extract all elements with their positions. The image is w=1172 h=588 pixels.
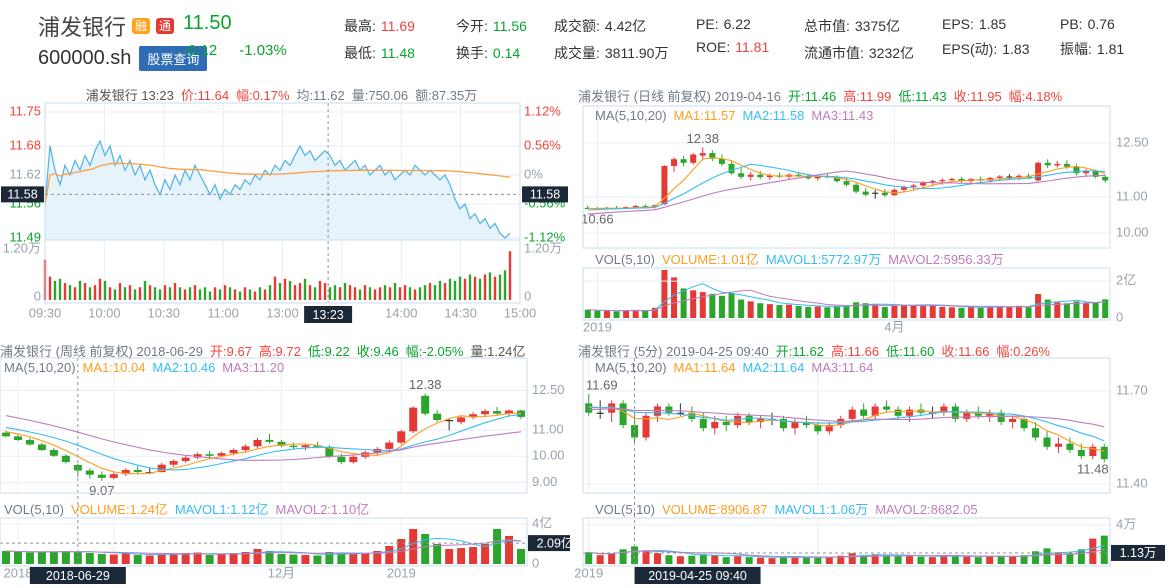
svg-text:4月: 4月	[884, 319, 904, 334]
svg-text:9.07: 9.07	[89, 483, 114, 498]
min5-ma-row: MA(5,10,20) MA1:11.64 MA2:11.64 MA3:11.64	[595, 360, 874, 375]
quote-header: 浦发银行 融 通 600000.sh 股票查询 11.50 -0.12 -1.0…	[0, 0, 1172, 84]
margin-trading-badge[interactable]: 融	[132, 18, 151, 34]
stat-amount: 成交额: 4.42亿	[554, 18, 647, 34]
min5-kline-panel: 浦发银行 (5分) 2019-04-25 09:40 开:11.62 高:11.66…	[575, 338, 1172, 588]
svg-text:10:00: 10:00	[88, 305, 121, 320]
svg-text:2019: 2019	[387, 565, 416, 580]
svg-text:11.75: 11.75	[9, 103, 41, 118]
svg-text:2019: 2019	[583, 319, 612, 334]
stat-pb: PB: 0.76	[1060, 16, 1115, 32]
stat-float-cap: 流通市值: 3232亿	[804, 45, 915, 61]
svg-text:2亿: 2亿	[1116, 273, 1136, 288]
stat-open: 今开: 11.56	[456, 18, 527, 34]
svg-text:12月: 12月	[268, 565, 295, 580]
stock-name: 浦发银行	[38, 15, 127, 40]
daily-vol-row: VOL(5,10) VOLUME:1.01亿 MAVOL1:5772.97万 MAVO…	[595, 252, 1004, 267]
weekly-chart-title: 浦发银行 (周线 前复权) 2018-06-29 开:9.67 高:9.72 低:9.…	[0, 344, 526, 359]
stat-pe: PE: 6.22	[696, 16, 751, 32]
svg-text:10.00: 10.00	[532, 448, 565, 463]
svg-text:2019: 2019	[575, 565, 603, 580]
stat-volume: 成交量: 3811.90万	[554, 45, 669, 61]
svg-text:0.56%: 0.56%	[524, 137, 561, 152]
intraday-chart-title: 浦发银行 13:23 价:11.64 幅:0.17% 均:11.62 量:750.06 额…	[85, 88, 478, 103]
min5-plot[interactable]: 2019 11.70 11.40 4万 11.69 11.48 1.13万 2019-04-2…	[575, 338, 1172, 588]
daily-ma-row: MA(5,10,20) MA1:11.57 MA2:11.58 MA3:11.43	[595, 108, 874, 123]
svg-text:0: 0	[34, 288, 41, 303]
svg-text:0: 0	[532, 555, 539, 570]
stat-eps: EPS: 1.85	[942, 16, 1007, 32]
svg-text:09:30: 09:30	[29, 305, 62, 320]
svg-text:11.68: 11.68	[9, 137, 41, 152]
stat-eps-dynamic: EPS(动): 1.83	[942, 41, 1030, 57]
svg-text:13:00: 13:00	[266, 305, 299, 320]
svg-text:4万: 4万	[1116, 516, 1136, 531]
svg-text:0: 0	[524, 288, 531, 303]
svg-text:10.00: 10.00	[1116, 224, 1149, 239]
svg-text:2.09亿: 2.09亿	[537, 535, 570, 550]
svg-text:14:30: 14:30	[444, 305, 477, 320]
svg-text:11:00: 11:00	[207, 305, 239, 320]
min5-chart-title: 浦发银行 (5分) 2019-04-25 09:40 开:11.62 高:11.66…	[578, 344, 1050, 359]
svg-text:15:00: 15:00	[504, 305, 537, 320]
stat-amplitude: 振幅: 1.81	[1060, 41, 1125, 57]
svg-text:11.58: 11.58	[530, 188, 560, 202]
stat-high: 最高: 11.69	[344, 18, 415, 34]
svg-text:1.20万: 1.20万	[3, 241, 41, 256]
svg-text:2018-06-29: 2018-06-29	[46, 569, 110, 583]
price-change-pct: -1.03%	[239, 42, 287, 59]
svg-text:12.50: 12.50	[532, 382, 565, 397]
header-stats: 最高: 11.69 最低: 11.48 今开: 11.56 换手: 0.14 成交额: 4…	[344, 16, 1160, 63]
svg-text:14:00: 14:00	[385, 305, 418, 320]
stat-roe: ROE: 11.81	[696, 39, 770, 55]
svg-text:4亿: 4亿	[532, 515, 552, 530]
stock-search-button[interactable]: 股票查询	[139, 46, 208, 71]
weekly-ma-row: MA(5,10,20) MA1:10.04 MA2:10.46 MA3:11.20	[4, 360, 285, 375]
svg-text:10:30: 10:30	[147, 305, 180, 320]
svg-text:11.70: 11.70	[1116, 382, 1148, 397]
svg-text:11.58: 11.58	[7, 188, 37, 202]
stat-market-cap: 总市值: 3375亿	[804, 18, 901, 34]
daily-kline-panel: 浦发银行 (日线 前复权) 2019-04-16 开:11.46 高:11.99 低:…	[575, 85, 1172, 335]
svg-text:11.40: 11.40	[1116, 475, 1148, 490]
daily-plot[interactable]: 2019 4月 12.50 11.00 10.00 2亿 0 12.38 10.66	[575, 85, 1172, 335]
price-block: 11.50 -0.12 -1.03%	[183, 12, 287, 59]
stat-low: 最低: 11.48	[344, 45, 415, 61]
svg-text:1.20万: 1.20万	[524, 241, 562, 256]
svg-text:10.66: 10.66	[581, 212, 614, 227]
svg-text:1.13万: 1.13万	[1120, 546, 1157, 560]
svg-text:1.12%: 1.12%	[524, 103, 561, 118]
svg-text:12.50: 12.50	[1116, 134, 1149, 149]
svg-text:2018: 2018	[4, 565, 33, 580]
stat-turnover-rate: 换手: 0.14	[456, 45, 521, 61]
svg-text:0: 0	[1116, 309, 1123, 324]
svg-text:13:23: 13:23	[312, 308, 343, 322]
daily-chart-title: 浦发银行 (日线 前复权) 2019-04-16 开:11.46 高:11.99 低:…	[578, 89, 1063, 104]
svg-text:11.62: 11.62	[9, 166, 41, 181]
weekly-plot[interactable]: 20188月12月201912.5011.0010.009.004亿012.38…	[0, 338, 570, 588]
svg-text:11.49: 11.49	[9, 229, 41, 244]
stock-identity: 浦发银行 融 通 600000.sh 股票查询	[38, 10, 208, 71]
stock-code: 600000.sh	[38, 47, 132, 69]
weekly-kline-panel: 浦发银行 (周线 前复权) 2018-06-29 开:9.67 高:9.72 低:9.…	[0, 338, 570, 588]
svg-text:2019-04-25 09:40: 2019-04-25 09:40	[648, 569, 747, 583]
svg-text:0%: 0%	[524, 166, 543, 181]
intraday-chart-panel: 浦发银行 13:23 价:11.64 幅:0.17% 均:11.62 量:750.06 额…	[0, 85, 570, 335]
svg-text:11.00: 11.00	[532, 421, 564, 436]
svg-text:-1.12%: -1.12%	[524, 229, 566, 244]
last-price: 11.50	[183, 12, 232, 34]
min5-vol-row: VOL(5,10) VOLUME:8906.87 MAVOL1:1.06万 MAVOL…	[595, 502, 978, 517]
stock-connect-badge[interactable]: 通	[156, 18, 175, 34]
intraday-plot[interactable]: 11.75 1.12%11.68 0.56%11.62 0%11.56 -0.56%11…	[0, 85, 570, 335]
svg-text:9.00: 9.00	[532, 474, 557, 489]
svg-text:11.00: 11.00	[1116, 188, 1148, 203]
svg-text:12.38: 12.38	[409, 377, 442, 392]
svg-text:11.69: 11.69	[586, 378, 618, 393]
svg-text:12.38: 12.38	[686, 131, 719, 146]
svg-text:11.48: 11.48	[1077, 462, 1109, 477]
weekly-vol-row: VOL(5,10) VOLUME:1.24亿 MAVOL1:1.12亿 MAVOL2:…	[4, 502, 370, 517]
price-change: -0.12	[183, 42, 218, 59]
